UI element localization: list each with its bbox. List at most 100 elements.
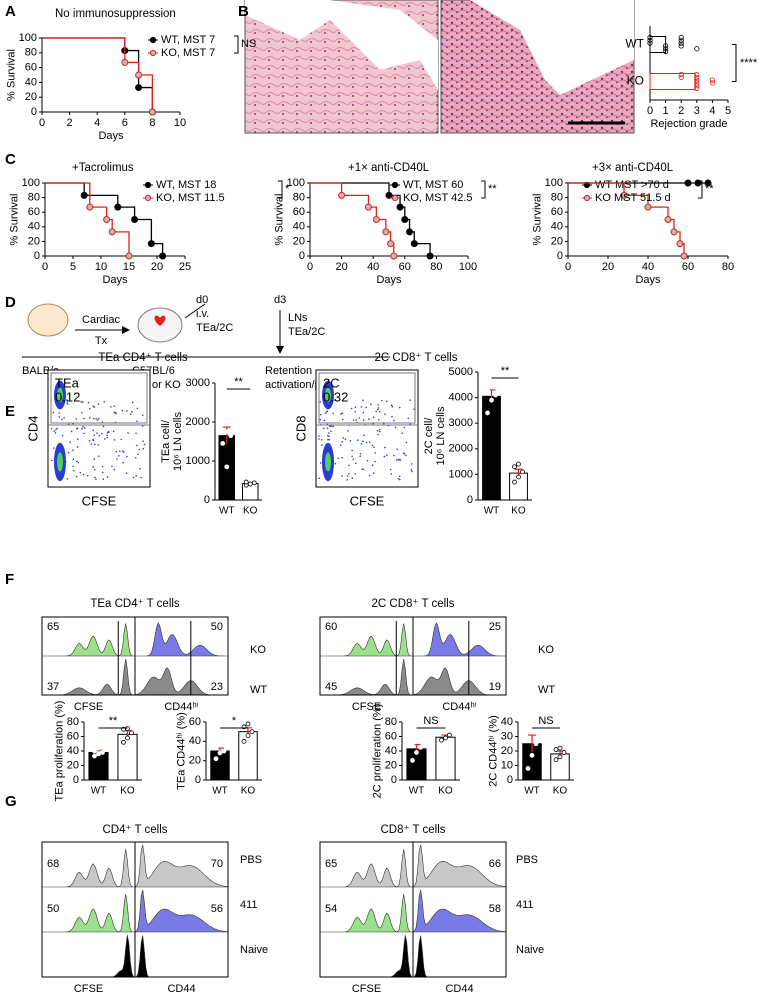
data-point <box>96 751 101 757</box>
flow-event <box>137 453 139 456</box>
flow-event <box>81 411 83 414</box>
flow-event <box>319 462 322 464</box>
survival-marker <box>125 252 133 260</box>
data-point <box>418 744 423 750</box>
flow-event <box>377 404 379 406</box>
diagram-text: Retention <box>265 365 312 377</box>
panel-title: TEa CD4⁺ T cells <box>90 598 180 610</box>
flow-event <box>356 439 359 441</box>
y-tick-label: 0 <box>467 494 473 506</box>
data-point <box>447 732 452 738</box>
y-tick-label: 30 <box>501 730 513 742</box>
legend-marker <box>149 36 157 44</box>
y-axis-label: % Survival <box>5 49 17 101</box>
flow-event <box>92 429 94 431</box>
survival-marker <box>131 216 139 223</box>
x-tick-label: 1 <box>663 105 669 117</box>
flow-event <box>69 441 72 444</box>
legend-label: KO, MST 11.5 <box>156 192 225 204</box>
data-point <box>251 480 257 486</box>
flow-event <box>354 411 357 413</box>
flow-event <box>370 403 372 406</box>
legend-marker <box>583 194 591 202</box>
y-tick-label: 1000 <box>449 468 473 480</box>
y-tick-label: 20 <box>501 745 513 757</box>
histogram-xlabel: CFSE <box>74 983 103 995</box>
data-point <box>647 40 653 46</box>
flow-event <box>362 419 365 421</box>
legend-marker <box>144 181 152 189</box>
y-axis-label: 2C CD44ʰⁱ (%) <box>488 715 500 787</box>
x-tick-label: 0 <box>565 261 571 273</box>
flow-event <box>352 419 355 421</box>
flow-event <box>88 407 91 410</box>
flow-event <box>96 432 98 434</box>
flow-event <box>365 406 367 409</box>
flow-event <box>320 438 323 441</box>
histogram-percent: 50 <box>211 621 223 633</box>
y-tick-label: 0 <box>195 774 201 786</box>
data-point <box>694 74 700 80</box>
flow-event <box>390 404 393 407</box>
diagram-text: d0 <box>196 294 208 306</box>
flow-event <box>372 416 375 419</box>
flow-event <box>405 441 408 444</box>
annotation-bracket <box>481 180 486 199</box>
gate <box>50 372 148 424</box>
y-tick-label: 3000 <box>449 417 473 429</box>
histogram-percent: 66 <box>489 858 501 870</box>
flow-event <box>334 462 337 465</box>
y-tick-label: 3000 <box>186 377 210 389</box>
flow-event <box>93 458 96 460</box>
flow-event <box>88 439 91 442</box>
histogram <box>134 889 229 933</box>
y-tick-label: 1000 <box>186 455 210 467</box>
row-label: PBS <box>240 854 262 866</box>
y-tick-label: 20 <box>293 235 305 247</box>
annotation: ** <box>234 376 243 388</box>
flow-event <box>125 472 128 474</box>
flow-event <box>398 475 401 478</box>
histogram <box>412 889 507 933</box>
flow-event <box>384 413 386 415</box>
data-point <box>557 754 563 760</box>
y-tick-label: 0 <box>31 106 37 118</box>
flow-event <box>72 458 75 460</box>
flow-xlabel: CFSE <box>82 493 117 508</box>
flow-event <box>102 471 104 474</box>
flow-event <box>83 427 86 429</box>
flow-event <box>375 410 377 413</box>
y-tick-label: 80 <box>67 716 79 728</box>
histogram-percent: 68 <box>47 858 59 870</box>
flow-event <box>54 432 57 434</box>
y-tick-label: KO <box>627 74 644 88</box>
flow-event <box>66 402 68 404</box>
y-tick-label: 60 <box>67 730 79 742</box>
flow-cluster-core <box>325 387 331 403</box>
data-point <box>553 747 559 752</box>
data-point <box>410 741 415 747</box>
chart-title: +3× anti-CD40L <box>592 162 674 174</box>
flow-event <box>143 443 146 446</box>
y-tick-label: 40 <box>293 221 305 233</box>
flow-event <box>121 450 124 453</box>
flow-event <box>368 418 370 420</box>
bar <box>210 750 230 781</box>
annotation: * <box>232 715 237 727</box>
panel-label: B <box>238 3 249 20</box>
flow-event <box>118 455 120 457</box>
x-tick-label: KO <box>120 786 135 797</box>
histogram-percent: 45 <box>325 681 337 693</box>
data-point <box>92 753 97 759</box>
legend-marker <box>149 49 157 57</box>
row-label: Naive <box>516 944 544 956</box>
data-point <box>647 34 653 41</box>
flow-event <box>92 405 95 407</box>
annotation: NS <box>538 715 553 727</box>
flow-event <box>122 461 124 464</box>
bar <box>435 736 456 781</box>
flow-event <box>323 419 326 422</box>
flow-event <box>95 478 97 481</box>
flow-event <box>116 458 118 460</box>
